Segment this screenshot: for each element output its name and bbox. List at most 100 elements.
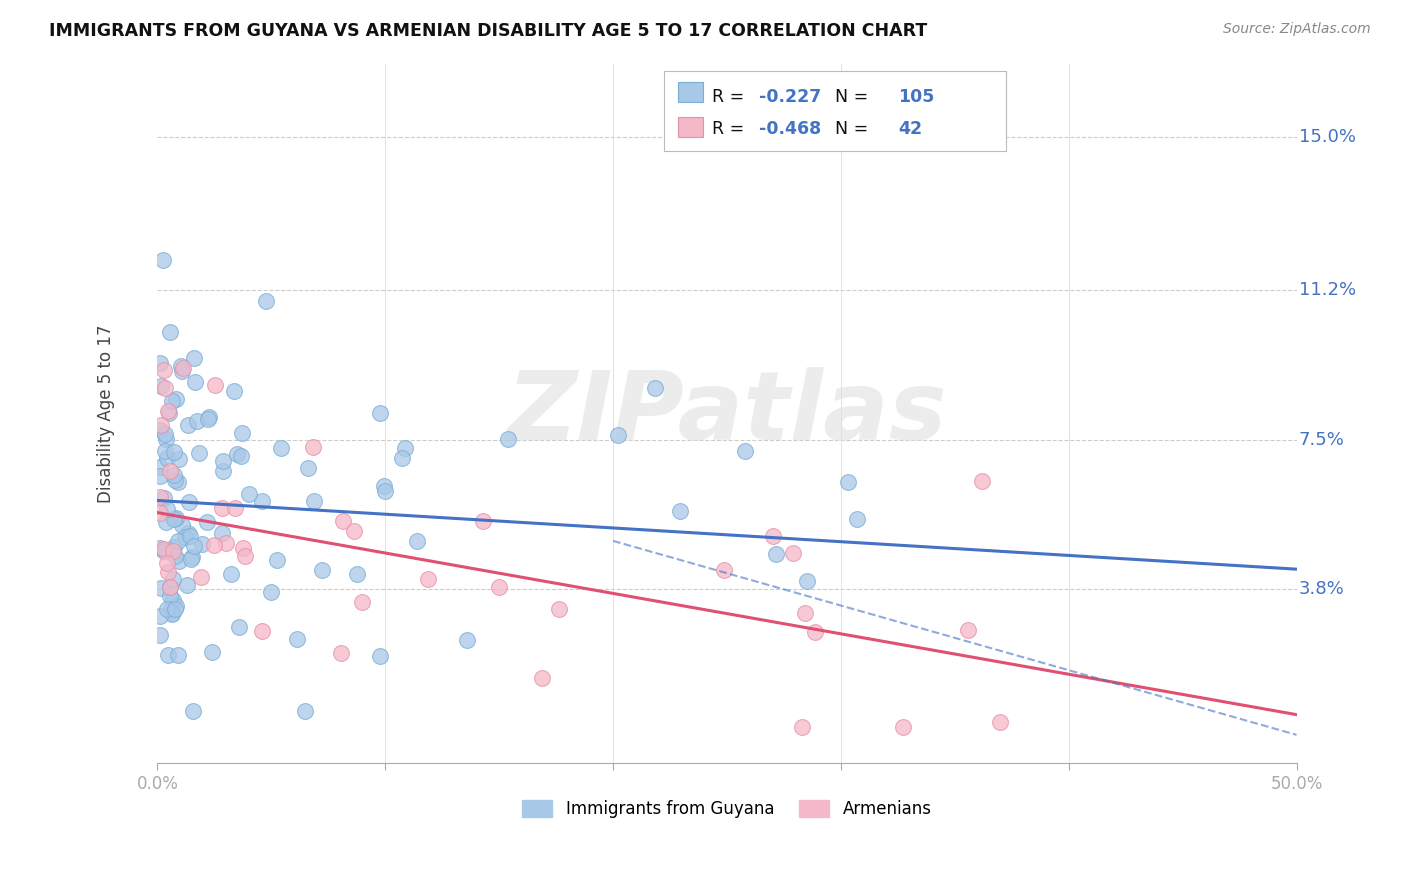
Point	[149, 608, 172, 623]
Point	[156, 648, 179, 662]
Point	[165, 392, 187, 406]
Point	[153, 426, 176, 441]
Point	[302, 494, 325, 508]
Point	[644, 381, 666, 395]
Point	[153, 444, 176, 458]
FancyBboxPatch shape	[664, 71, 1007, 152]
Point	[548, 602, 571, 616]
Point	[496, 433, 519, 447]
Point	[765, 547, 787, 561]
Point	[228, 620, 250, 634]
Point	[211, 500, 233, 515]
Point	[229, 449, 252, 463]
Point	[195, 516, 218, 530]
Point	[297, 461, 319, 475]
Text: 7.5%: 7.5%	[1299, 431, 1344, 449]
Point	[156, 451, 179, 466]
Point	[156, 601, 179, 615]
Point	[294, 704, 316, 718]
Point	[181, 549, 204, 564]
Point	[149, 356, 172, 370]
Point	[368, 406, 391, 420]
Point	[270, 441, 292, 455]
Point	[343, 524, 366, 539]
Point	[165, 510, 187, 524]
Point	[266, 552, 288, 566]
Point	[212, 454, 235, 468]
Point	[471, 514, 494, 528]
Point	[149, 541, 172, 555]
Point	[177, 495, 200, 509]
Point	[329, 646, 352, 660]
Point	[159, 589, 181, 603]
Point	[162, 572, 184, 586]
Point	[152, 252, 174, 267]
Text: Disability Age 5 to 17: Disability Age 5 to 17	[97, 325, 115, 503]
Point	[796, 574, 818, 589]
Point	[150, 581, 173, 595]
Text: 105: 105	[898, 87, 934, 106]
Point	[191, 537, 214, 551]
Point	[762, 529, 785, 543]
FancyBboxPatch shape	[678, 81, 703, 102]
Point	[167, 554, 190, 568]
Point	[156, 502, 179, 516]
Point	[225, 447, 247, 461]
Point	[212, 464, 235, 478]
Point	[163, 512, 186, 526]
Point	[311, 563, 333, 577]
Point	[418, 572, 440, 586]
Legend: Immigrants from Guyana, Armenians: Immigrants from Guyana, Armenians	[516, 793, 938, 825]
Point	[149, 423, 172, 437]
Point	[215, 536, 238, 550]
Point	[153, 491, 176, 505]
Point	[163, 445, 186, 459]
Point	[170, 364, 193, 378]
Point	[391, 451, 413, 466]
Point	[804, 624, 827, 639]
Point	[152, 363, 174, 377]
Point	[456, 632, 478, 647]
Text: -0.227: -0.227	[759, 87, 821, 106]
Point	[165, 473, 187, 487]
Text: Source: ZipAtlas.com: Source: ZipAtlas.com	[1223, 22, 1371, 37]
Point	[157, 406, 180, 420]
Point	[792, 720, 814, 734]
Point	[149, 459, 172, 474]
Point	[157, 566, 180, 580]
Point	[153, 542, 176, 557]
Point	[187, 446, 209, 460]
Point	[204, 378, 226, 392]
Point	[152, 544, 174, 558]
Point	[172, 361, 194, 376]
Point	[176, 578, 198, 592]
Point	[183, 539, 205, 553]
Point	[202, 538, 225, 552]
Point	[165, 599, 187, 614]
Point	[163, 468, 186, 483]
Point	[713, 564, 735, 578]
Point	[155, 515, 177, 529]
Point	[956, 624, 979, 638]
Point	[169, 359, 191, 373]
Point	[394, 441, 416, 455]
Point	[669, 504, 692, 518]
Point	[166, 475, 188, 490]
Point	[845, 511, 868, 525]
Text: R =: R =	[713, 87, 749, 106]
Point	[530, 671, 553, 685]
Point	[149, 490, 172, 504]
Point	[224, 384, 246, 398]
Point	[162, 393, 184, 408]
Point	[159, 602, 181, 616]
Point	[162, 592, 184, 607]
Text: ZIPatlas: ZIPatlas	[506, 368, 948, 460]
Point	[160, 606, 183, 620]
Point	[201, 645, 224, 659]
Point	[197, 412, 219, 426]
Text: 3.8%: 3.8%	[1299, 581, 1344, 599]
Point	[150, 417, 173, 432]
Point	[190, 570, 212, 584]
Point	[406, 533, 429, 548]
Text: 15.0%: 15.0%	[1299, 128, 1355, 145]
